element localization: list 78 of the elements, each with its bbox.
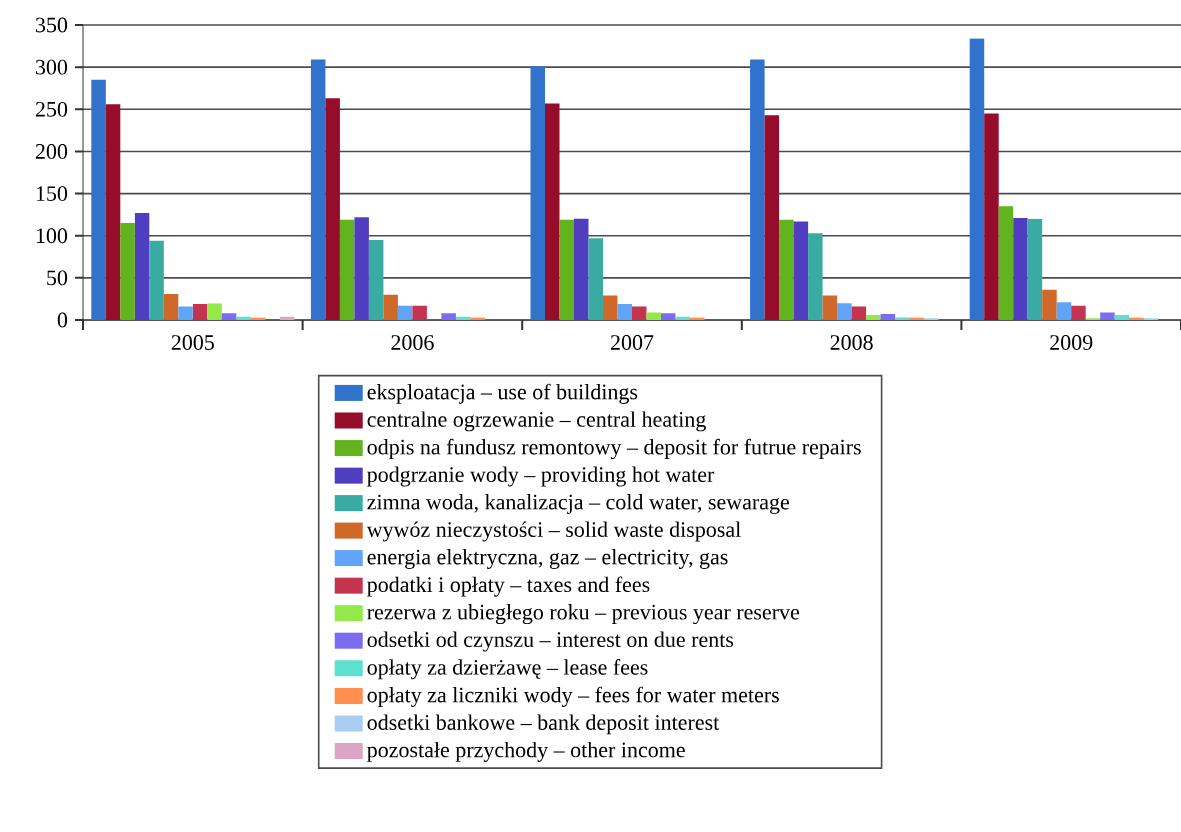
legend-label: rezerwa z ubiegłego roku – previous year reserve xyxy=(367,604,800,625)
legend-label: energia elektryczna, gaz – electricity, gas xyxy=(367,548,728,569)
bar xyxy=(851,306,867,320)
bar xyxy=(91,79,106,320)
y-tick-label: 150 xyxy=(36,186,68,202)
bar xyxy=(236,316,251,320)
bar xyxy=(661,313,676,320)
bar xyxy=(1114,314,1130,320)
bar xyxy=(617,303,633,320)
bar xyxy=(895,317,910,320)
bar xyxy=(588,238,604,320)
bar xyxy=(149,240,164,320)
legend-label: eksploatacja – use of buildings xyxy=(367,383,638,404)
bar xyxy=(1042,289,1057,320)
bar xyxy=(383,294,398,320)
y-tick-label: 100 xyxy=(36,228,68,244)
x-tick-label: 2007 xyxy=(610,335,654,350)
bar xyxy=(134,212,150,320)
bar xyxy=(808,233,823,320)
x-tick-label: 2006 xyxy=(391,335,434,350)
bar xyxy=(880,314,896,320)
bar xyxy=(822,295,838,320)
bar xyxy=(1027,218,1043,320)
bar xyxy=(441,313,456,320)
bar xyxy=(779,219,794,320)
x-tick-label: 2008 xyxy=(830,335,873,350)
bar xyxy=(969,38,985,320)
bar xyxy=(325,98,340,320)
bar xyxy=(632,306,647,320)
bar xyxy=(354,217,369,320)
bar xyxy=(397,305,413,320)
legend-label: pozostałe przychody – other income xyxy=(367,741,685,762)
bar xyxy=(368,239,384,320)
bar xyxy=(1071,305,1086,320)
legend-label: odsetki od czynszu – interest on due rents xyxy=(367,631,734,652)
y-tick-label: 200 xyxy=(35,144,68,159)
bar xyxy=(764,115,780,320)
legend-label: odpis na fundusz remontowy – deposit for futrue repairs xyxy=(367,438,861,460)
bar xyxy=(120,223,135,320)
x-tick-label: 2005 xyxy=(171,335,214,350)
y-tick-label: 300 xyxy=(36,59,68,75)
y-tick-label: 50 xyxy=(47,270,68,286)
bar xyxy=(574,218,589,320)
bar xyxy=(1056,302,1072,320)
bar xyxy=(207,303,222,320)
legend-label: opłaty za dzierżawę – lease fees xyxy=(367,659,648,680)
bar xyxy=(837,303,852,320)
bar xyxy=(1013,218,1028,320)
bar xyxy=(646,312,661,320)
bar xyxy=(412,305,427,320)
bar xyxy=(530,66,546,320)
bar xyxy=(998,206,1014,320)
bar xyxy=(163,293,179,320)
y-tick-label: 350 xyxy=(36,17,68,33)
bar xyxy=(1100,312,1115,320)
x-tick-label: 2009 xyxy=(1050,335,1093,350)
legend-label: odsetki bankowe – bank deposit interest xyxy=(367,714,720,735)
bar xyxy=(339,219,355,320)
bar xyxy=(750,59,765,320)
bar xyxy=(192,303,208,320)
legend-label: centralne ogrzewanie – central heating xyxy=(367,411,706,432)
bar xyxy=(559,219,575,320)
bar xyxy=(545,103,560,320)
bar xyxy=(793,221,809,320)
bar xyxy=(310,59,326,320)
legend-label: opłaty za liczniki wody – fees for water meters xyxy=(367,686,779,707)
bar xyxy=(221,313,237,320)
legend-label: podatki i opłaty – taxes and fees xyxy=(367,576,650,597)
bar xyxy=(984,113,999,320)
legend-label: zimna woda, kanalizacja – cold water, sewarage xyxy=(367,494,790,514)
bar xyxy=(105,104,121,320)
bar xyxy=(603,295,618,320)
y-tick-label: 0 xyxy=(57,312,68,328)
legend-label: wywóz nieczystości – solid waste disposal xyxy=(366,521,741,542)
bar xyxy=(178,306,193,320)
bar xyxy=(866,314,881,320)
legend-label: podgrzanie wody – providing hot water xyxy=(367,466,715,487)
y-tick-label: 250 xyxy=(35,101,68,117)
